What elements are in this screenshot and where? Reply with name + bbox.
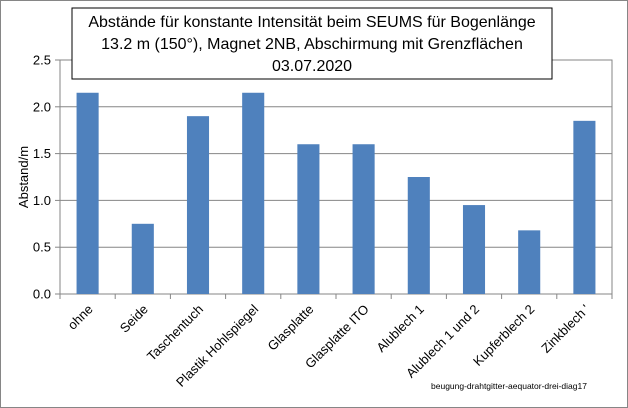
title-frame bbox=[71, 7, 553, 80]
chart-title-line-3: 03.07.2020 bbox=[272, 58, 352, 75]
bars bbox=[76, 92, 596, 294]
chart-title-line-2: 13.2 m (150°), Magnet 2NB, Abschirmung m… bbox=[101, 36, 523, 53]
bar bbox=[131, 223, 154, 294]
bar bbox=[462, 205, 486, 294]
bar bbox=[297, 144, 320, 294]
y-tick-label: 0.5 bbox=[33, 240, 51, 255]
bar bbox=[352, 144, 375, 294]
bar bbox=[518, 230, 541, 294]
y-axis-label: Abstand/m bbox=[16, 146, 31, 208]
y-tick-label: 0.0 bbox=[33, 287, 51, 302]
chart-annotation: beugung-drahtgitter-aequator-drei-diag17 bbox=[431, 381, 587, 391]
y-axis-tick-labels: 0.0 0.5 1.0 1.5 2.0 2.5 bbox=[33, 53, 51, 302]
chart-title-box: Abstände für konstante Intensität beim S… bbox=[71, 7, 553, 80]
chart-title-line-1: Abstände für konstante Intensität beim S… bbox=[88, 14, 535, 31]
y-tick-label: 2.0 bbox=[33, 99, 51, 114]
y-tick-label: 1.0 bbox=[33, 193, 51, 208]
bar bbox=[76, 92, 99, 294]
bar bbox=[186, 116, 210, 294]
y-tick-label: 2.5 bbox=[33, 53, 51, 68]
bar bbox=[407, 177, 430, 294]
bar bbox=[573, 120, 596, 294]
y-tick-label: 1.5 bbox=[33, 146, 51, 161]
bar bbox=[242, 92, 265, 294]
